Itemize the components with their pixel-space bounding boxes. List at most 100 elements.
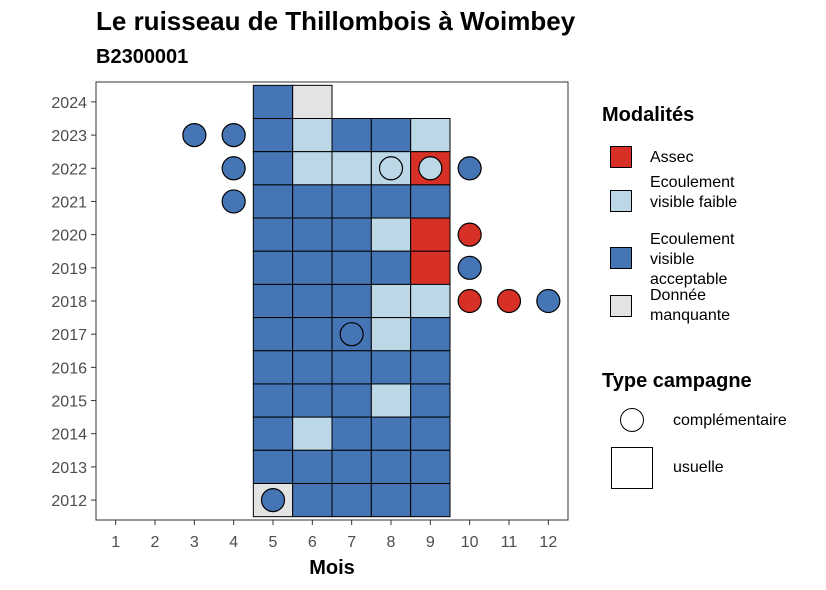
point-complementaire-2019-10 [457, 255, 482, 280]
cell-usuelle-2012-9 [410, 483, 451, 518]
cell-usuelle-2022-5 [252, 151, 294, 186]
y-tick-label: 2018 [51, 294, 87, 311]
cell-usuelle-2015-8 [370, 383, 412, 418]
cell-usuelle-2018-5 [252, 283, 294, 319]
cell-usuelle-2019-9 [410, 250, 451, 285]
cell-usuelle-2018-9 [410, 283, 451, 319]
legend-key-manquante [610, 295, 632, 317]
cell-usuelle-2012-8 [370, 483, 412, 518]
x-tick-label: 1 [111, 534, 120, 551]
x-tick-label: 3 [190, 534, 199, 551]
cell-usuelle-2013-7 [331, 449, 372, 484]
cell-usuelle-2023-6 [292, 118, 333, 153]
cell-usuelle-2015-9 [410, 383, 451, 418]
cell-usuelle-2019-7 [331, 250, 372, 285]
point-complementaire-2022-8 [378, 156, 404, 181]
cell-usuelle-2019-5 [252, 250, 294, 285]
point-complementaire-2018-12 [536, 288, 561, 314]
chart-title: Le ruisseau de Thillombois à Woimbey [96, 6, 576, 36]
legend-campagne-title: Type campagne [602, 370, 752, 392]
x-tick-label: 10 [461, 534, 479, 551]
cell-usuelle-2024-5 [252, 84, 294, 120]
cell-usuelle-2023-9 [410, 118, 451, 153]
cell-usuelle-2016-7 [331, 350, 372, 385]
point-complementaire-2017-7 [339, 322, 364, 347]
cell-usuelle-2022-7 [331, 151, 372, 186]
point-complementaire-2021-4 [221, 189, 246, 214]
cell-usuelle-2013-8 [370, 449, 412, 484]
cell-usuelle-2023-5 [252, 118, 294, 153]
cell-usuelle-2019-6 [292, 250, 333, 285]
legend-label-assec: Assec [650, 149, 694, 166]
x-tick-label: 7 [347, 534, 356, 551]
x-axis-title: Mois [309, 557, 355, 579]
point-layer [182, 122, 561, 513]
legend-circle-icon [620, 408, 644, 432]
cell-usuelle-2017-6 [292, 317, 333, 352]
cell-usuelle-2018-8 [370, 283, 412, 319]
cell-usuelle-2016-6 [292, 350, 333, 385]
point-complementaire-2022-9 [418, 156, 443, 181]
cell-usuelle-2015-6 [292, 383, 333, 418]
point-complementaire-2022-10 [457, 156, 482, 181]
cell-usuelle-2021-7 [331, 184, 372, 219]
tile-layer [252, 84, 451, 518]
legend-key-assec [610, 146, 632, 168]
x-axis: 1 2 3 4 5 6 7 8 9 10 11 12 [111, 520, 557, 551]
legend-label-acceptable: Ecoulement visible acceptable [650, 231, 735, 288]
cell-usuelle-2021-9 [410, 184, 451, 219]
cell-usuelle-2021-5 [252, 184, 294, 219]
cell-usuelle-2021-8 [370, 184, 412, 219]
x-tick-label: 2 [151, 534, 160, 551]
cell-usuelle-2020-6 [292, 217, 333, 252]
cell-usuelle-2012-6 [292, 483, 333, 518]
cell-usuelle-2023-8 [370, 118, 412, 153]
cell-usuelle-2017-5 [252, 317, 294, 352]
legend-label-usuelle: usuelle [673, 459, 724, 476]
cell-usuelle-2018-6 [292, 283, 333, 319]
cell-usuelle-2020-9 [410, 217, 451, 252]
cell-usuelle-2020-8 [370, 217, 412, 252]
cell-usuelle-2015-7 [331, 383, 372, 418]
cell-usuelle-2024-6 [292, 84, 333, 120]
point-complementaire-2018-11 [496, 288, 522, 314]
legend-label-faible: Ecoulement visible faible [650, 174, 738, 211]
cell-usuelle-2014-5 [252, 416, 294, 451]
cell-usuelle-2020-7 [331, 217, 372, 252]
x-tick-label: 12 [539, 534, 557, 551]
cell-usuelle-2014-6 [292, 416, 333, 451]
y-axis: 2012 2013 2014 2015 2016 2017 2018 2019 2020 2021… [51, 95, 96, 510]
cell-usuelle-2016-9 [410, 350, 451, 385]
y-tick-label: 2014 [51, 427, 87, 444]
x-tick-label: 4 [229, 534, 238, 551]
cell-usuelle-2021-6 [292, 184, 333, 219]
point-complementaire-2023-4 [221, 122, 246, 148]
cell-usuelle-2022-6 [292, 151, 333, 186]
y-tick-label: 2020 [51, 228, 87, 245]
cell-usuelle-2015-5 [252, 383, 294, 418]
point-complementaire-2012-5 [260, 487, 286, 513]
cell-usuelle-2014-8 [370, 416, 412, 451]
point-complementaire-2020-10 [457, 222, 482, 247]
y-tick-label: 2024 [51, 95, 87, 112]
legend-key-acceptable [610, 247, 632, 269]
x-tick-label: 11 [501, 534, 518, 551]
cell-usuelle-2023-7 [331, 118, 372, 153]
point-complementaire-2022-4 [221, 156, 246, 181]
cell-usuelle-2017-8 [370, 317, 412, 352]
x-tick-label: 8 [387, 534, 396, 551]
legend-square-icon [611, 447, 653, 489]
cell-usuelle-2013-9 [410, 449, 451, 484]
y-tick-label: 2016 [51, 360, 87, 377]
point-complementaire-2018-10 [457, 288, 482, 314]
x-tick-label: 9 [426, 534, 435, 551]
legend-label-manquante: Donnée manquante [650, 287, 731, 324]
legend-modalites-title: Modalités [602, 104, 695, 126]
y-tick-label: 2013 [51, 460, 87, 477]
cell-usuelle-2014-9 [410, 416, 451, 451]
y-tick-label: 2023 [51, 128, 87, 145]
point-complementaire-2023-3 [182, 122, 207, 148]
cell-usuelle-2013-6 [292, 449, 333, 484]
cell-usuelle-2016-5 [252, 350, 294, 385]
